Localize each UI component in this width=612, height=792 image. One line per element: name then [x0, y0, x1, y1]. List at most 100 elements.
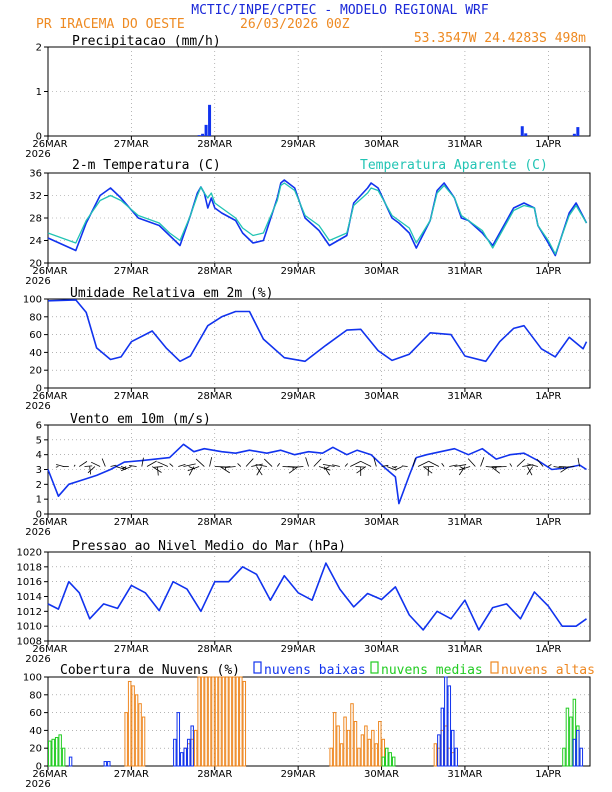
- wind-arrow: [169, 463, 174, 467]
- cloud-bar-nuvens-baixas: [103, 761, 108, 767]
- cloud-bar-nuvens-altas: [350, 703, 354, 767]
- wind-arrow: [393, 466, 398, 468]
- temp-xtick-label: 31MAR: [447, 266, 482, 277]
- precip-bar: [576, 127, 580, 136]
- cloud-bar-nuvens-altas: [235, 676, 240, 767]
- legend-swatch-high: [490, 661, 499, 674]
- run-time-label: 26/03/2026 00Z: [240, 17, 350, 32]
- cloud-bar-nuvens-baixas: [186, 738, 191, 767]
- wind-xtick-label: 1APR: [535, 517, 561, 528]
- wind-arrow: [154, 466, 163, 468]
- wind-arrow: [209, 457, 213, 467]
- wind-ytick-label: 1: [36, 495, 42, 506]
- wind-xtick-label: 29MAR: [281, 517, 316, 528]
- wind-arrow: [536, 458, 544, 467]
- wind-arrow: [56, 464, 64, 467]
- precip-xtick-label: 28MAR: [197, 139, 232, 150]
- wind-arrow: [188, 466, 195, 476]
- cloud-bar-nuvens-baixas: [447, 685, 452, 767]
- rh-xtick-label: 28MAR: [197, 391, 232, 402]
- cloud-bar-nuvens-baixas: [173, 738, 177, 767]
- precip-ytick-label: 0: [36, 132, 42, 143]
- wind-arrow: [224, 466, 236, 468]
- cloud-ytick-label: 80: [29, 690, 42, 701]
- temp-legend-apparent: Temperatura Aparente (C): [360, 158, 548, 173]
- legend-swatch-low: [253, 661, 262, 674]
- wind-arrow: [373, 457, 377, 467]
- wind-arrow: [157, 466, 159, 476]
- wind-arrow: [356, 466, 367, 474]
- cloud-bar-nuvens-altas: [332, 712, 337, 767]
- temp-ytick-label: 24: [29, 236, 42, 247]
- cloud-ytick-label: 40: [29, 726, 42, 737]
- pres-xtick-label: 30MAR: [364, 644, 399, 655]
- wind-xtick-label: 30MAR: [364, 517, 399, 528]
- cloud-bar-nuvens-medias: [388, 752, 392, 767]
- precip-xtick-label: 27MAR: [114, 139, 149, 150]
- precip-bar: [201, 133, 205, 136]
- wind-arrow: [560, 466, 570, 473]
- pres-ytick-label: 1018: [17, 562, 42, 573]
- cloud-bar-nuvens-medias: [54, 737, 59, 767]
- rh-line-umidade-relativa: [47, 299, 588, 363]
- cloud-bar-nuvens-medias: [61, 747, 66, 767]
- cloud-bar-nuvens-baixas: [576, 729, 580, 767]
- wind-arrow: [318, 466, 331, 471]
- cloud-bar-nuvens-medias: [48, 740, 52, 767]
- cloud-bar-nuvens-baixas: [190, 725, 194, 767]
- cloud-bar-nuvens-altas: [378, 721, 382, 767]
- wind-arrow: [458, 466, 466, 476]
- precip-ytick-label: 2: [36, 43, 42, 54]
- cloud-bar-nuvens-baixas: [451, 729, 455, 767]
- precip-bar: [197, 135, 201, 136]
- legend-low-label: nuvens baixas: [264, 663, 366, 678]
- cloud-xtick-label: 29MAR: [281, 769, 316, 780]
- cloud-bar-nuvens-baixas: [68, 756, 73, 767]
- location-label: PR IRACEMA DO OESTE: [36, 17, 185, 32]
- cloud-ytick-label: 20: [29, 744, 42, 755]
- cloud-bar-nuvens-altas: [343, 716, 347, 767]
- wind-arrow: [577, 457, 580, 467]
- cloud-bar-nuvens-altas: [360, 734, 365, 767]
- wind-arrow: [401, 465, 408, 467]
- wind-arrow: [350, 460, 362, 467]
- pres-ytick-label: 1008: [17, 637, 42, 648]
- panel-temp: 20 24 28 32 36 26MAR 27MAR 28MAR 29MAR 30MAR 31MAR…: [25, 169, 591, 287]
- wind-arrow: [553, 466, 563, 469]
- pres-ytick-label: 1020: [17, 548, 42, 559]
- wind-arrow: [323, 466, 330, 476]
- cloud-bar-nuvens-altas: [141, 716, 146, 767]
- rh-ytick-label: 60: [29, 330, 42, 341]
- wind-title: Vento em 10m (m/s): [70, 412, 211, 427]
- panel-wind: 0 1 2 3 4 5 6 26MAR 27MAR 28MAR 29MAR 30MAR 31MAR 1AP…: [25, 421, 591, 538]
- wind-arrow: [428, 460, 440, 467]
- wind-arrow: [509, 463, 513, 467]
- wind-arrow: [90, 461, 101, 467]
- precip-bar: [572, 133, 576, 136]
- wind-arrow: [141, 457, 144, 467]
- cloud-bar-nuvens-altas: [204, 676, 208, 767]
- precip-ytick-label: 1: [36, 87, 42, 98]
- coordinates-label: 53.3547W 24.4283S 498m: [414, 31, 586, 46]
- chart-title: MCTIC/INPE/CPTEC - MODELO REGIONAL WRF: [191, 3, 489, 18]
- wind-arrow: [480, 457, 485, 467]
- cloud-bar-nuvens-altas: [329, 747, 333, 767]
- cloud-xtick-label: 30MAR: [364, 769, 399, 780]
- pres-ytick-label: 1012: [17, 607, 42, 618]
- precip-bar: [520, 126, 524, 136]
- cloud-bar-nuvens-altas: [353, 721, 358, 767]
- cloud-bar-nuvens-altas: [124, 712, 128, 767]
- cloud-bar-nuvens-altas: [218, 676, 222, 767]
- cloud-xtick-label: 26MAR: [32, 769, 67, 780]
- precip-xtick-label: 30MAR: [364, 139, 399, 150]
- wind-arrow: [305, 457, 309, 467]
- cloud-bar-nuvens-baixas: [183, 747, 187, 767]
- wind-arrow: [381, 464, 389, 467]
- cloud-bar-nuvens-altas: [346, 729, 351, 767]
- cloud-bar-nuvens-medias: [565, 707, 570, 767]
- wind-arrow: [527, 463, 538, 467]
- temp-xtick-label: 30MAR: [364, 266, 399, 277]
- cloud-bar-nuvens-altas: [239, 676, 243, 767]
- temp-title: 2-m Temperatura (C): [72, 158, 221, 173]
- wind-arrow: [441, 463, 445, 467]
